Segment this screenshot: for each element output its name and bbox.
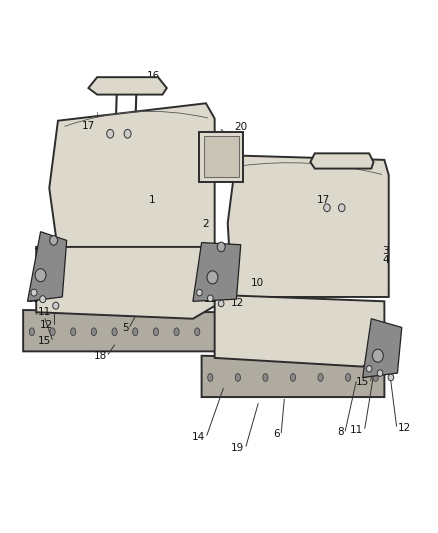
- Polygon shape: [23, 310, 219, 351]
- Ellipse shape: [324, 204, 330, 212]
- Text: 6: 6: [273, 429, 280, 439]
- Text: 17: 17: [317, 196, 330, 205]
- Ellipse shape: [339, 204, 345, 212]
- Ellipse shape: [91, 328, 96, 336]
- Text: 3: 3: [382, 246, 389, 256]
- Text: 13: 13: [26, 294, 40, 304]
- Ellipse shape: [194, 328, 200, 336]
- Ellipse shape: [112, 328, 117, 336]
- Text: 1: 1: [149, 195, 156, 205]
- Polygon shape: [28, 232, 67, 301]
- Ellipse shape: [377, 370, 383, 376]
- Ellipse shape: [133, 328, 138, 336]
- Text: 5: 5: [122, 324, 128, 333]
- Ellipse shape: [388, 374, 394, 381]
- Ellipse shape: [217, 242, 225, 252]
- Polygon shape: [201, 356, 385, 397]
- Text: 2: 2: [202, 219, 209, 229]
- Bar: [204, 136, 239, 177]
- Ellipse shape: [71, 328, 76, 336]
- Ellipse shape: [290, 374, 296, 382]
- Polygon shape: [36, 247, 219, 319]
- Text: 12: 12: [231, 298, 244, 309]
- Text: 12: 12: [39, 320, 53, 330]
- Text: 8: 8: [337, 427, 344, 437]
- Text: 11: 11: [204, 294, 217, 304]
- Polygon shape: [228, 156, 389, 297]
- Polygon shape: [49, 103, 215, 251]
- Bar: [199, 132, 243, 182]
- Text: 18: 18: [93, 351, 107, 361]
- Polygon shape: [363, 319, 402, 377]
- Ellipse shape: [235, 374, 240, 382]
- Ellipse shape: [207, 271, 218, 284]
- Ellipse shape: [372, 349, 383, 362]
- Ellipse shape: [208, 295, 213, 302]
- Text: 9: 9: [195, 280, 201, 290]
- Ellipse shape: [40, 296, 46, 303]
- Polygon shape: [193, 243, 241, 301]
- Ellipse shape: [124, 130, 131, 138]
- Polygon shape: [215, 295, 385, 367]
- Ellipse shape: [35, 269, 46, 282]
- Text: 15: 15: [356, 377, 369, 387]
- Text: 16: 16: [343, 155, 356, 165]
- Polygon shape: [88, 77, 167, 94]
- Ellipse shape: [174, 328, 179, 336]
- Ellipse shape: [346, 374, 351, 382]
- Ellipse shape: [53, 302, 59, 309]
- Text: 20: 20: [234, 122, 247, 132]
- Text: 19: 19: [231, 442, 244, 453]
- Ellipse shape: [31, 289, 37, 296]
- Ellipse shape: [219, 300, 224, 307]
- Text: 14: 14: [192, 432, 205, 442]
- Ellipse shape: [29, 328, 35, 336]
- Text: 11: 11: [350, 425, 364, 435]
- Text: 15: 15: [38, 336, 51, 346]
- Text: 16: 16: [147, 71, 160, 81]
- Ellipse shape: [107, 130, 114, 138]
- Ellipse shape: [263, 374, 268, 382]
- Ellipse shape: [318, 374, 323, 382]
- Text: 12: 12: [398, 423, 412, 433]
- Text: 10: 10: [251, 278, 264, 288]
- Text: 11: 11: [38, 307, 51, 317]
- Text: 4: 4: [382, 255, 389, 265]
- Text: 7: 7: [33, 248, 40, 259]
- Ellipse shape: [153, 328, 159, 336]
- Polygon shape: [311, 154, 374, 168]
- Text: 17: 17: [82, 121, 95, 131]
- Ellipse shape: [49, 236, 57, 245]
- Ellipse shape: [208, 374, 213, 382]
- Ellipse shape: [50, 328, 55, 336]
- Ellipse shape: [373, 374, 378, 382]
- Ellipse shape: [366, 366, 372, 372]
- Ellipse shape: [197, 289, 202, 296]
